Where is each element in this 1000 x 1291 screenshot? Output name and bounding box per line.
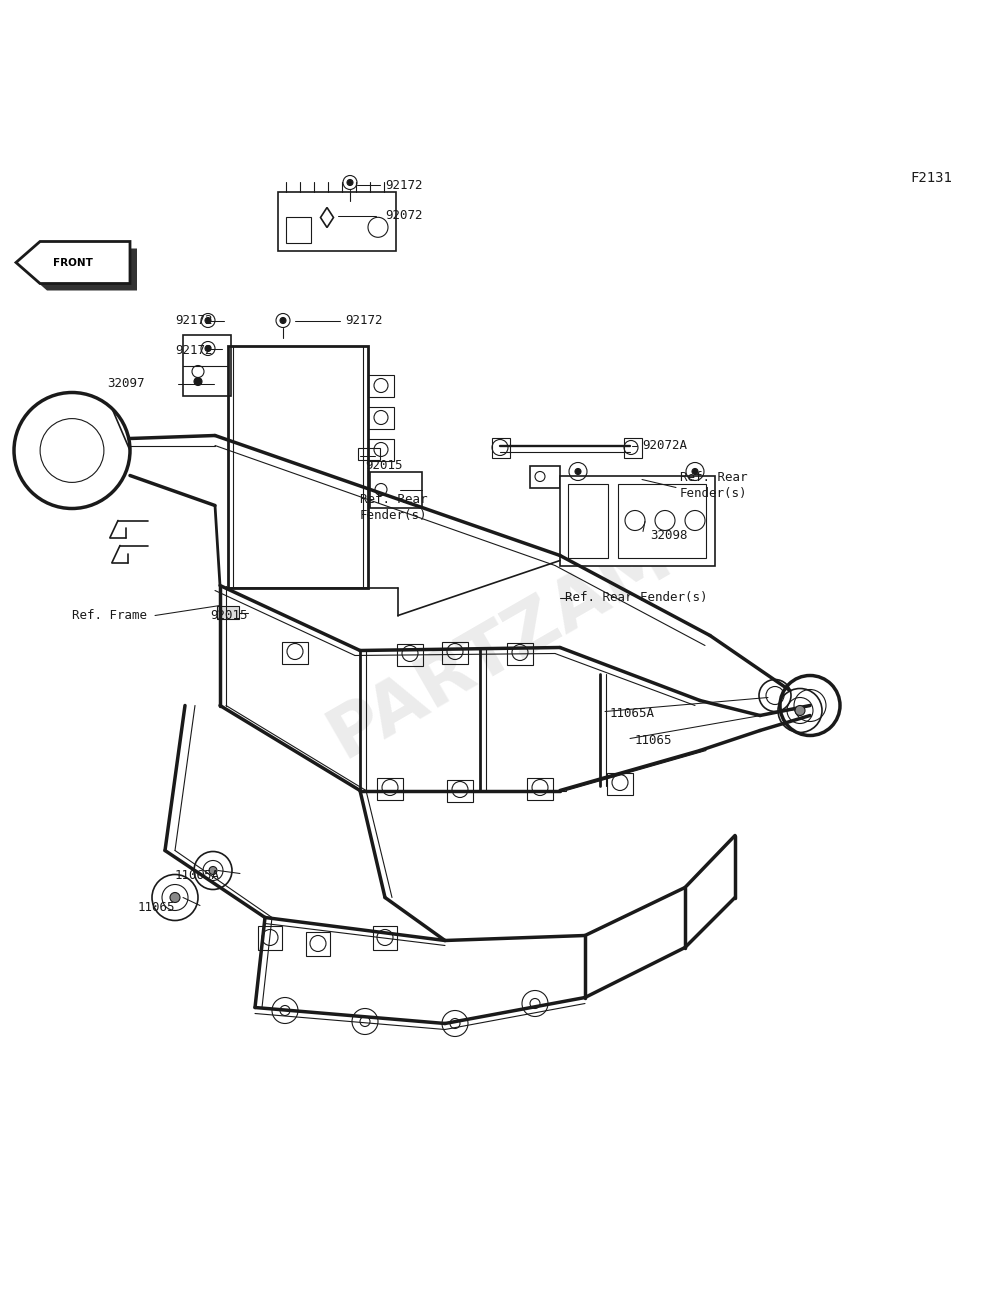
Text: 92072A: 92072A (642, 439, 687, 452)
Bar (568, 484, 608, 558)
Text: 32097: 32097 (107, 377, 144, 390)
Bar (527, 777, 553, 799)
Bar (368, 374, 394, 396)
Bar (607, 772, 633, 794)
Text: Ref. Frame: Ref. Frame (72, 609, 147, 622)
Bar (368, 407, 394, 429)
Polygon shape (23, 248, 137, 290)
Text: F2131: F2131 (910, 170, 952, 185)
Text: 32098: 32098 (650, 529, 688, 542)
Text: 92172: 92172 (175, 343, 212, 358)
Circle shape (170, 892, 180, 902)
Circle shape (795, 705, 805, 715)
Text: 11065A: 11065A (610, 707, 655, 720)
Bar (373, 926, 397, 949)
Text: 92072: 92072 (385, 209, 422, 222)
Bar (560, 475, 715, 565)
Bar (507, 643, 533, 665)
Bar (370, 471, 422, 507)
Text: 92015: 92015 (210, 609, 248, 622)
Text: Ref. Rear Fender(s): Ref. Rear Fender(s) (565, 591, 708, 604)
Circle shape (347, 179, 353, 186)
Bar (282, 642, 308, 664)
Circle shape (280, 318, 286, 324)
Text: FRONT: FRONT (53, 257, 93, 267)
Text: 11065A: 11065A (175, 869, 220, 882)
Circle shape (205, 346, 211, 351)
Text: 92172: 92172 (175, 314, 212, 327)
Polygon shape (16, 241, 130, 284)
Bar (278, 192, 396, 250)
Bar (217, 605, 239, 618)
Text: 92015: 92015 (365, 460, 402, 473)
Text: 11065: 11065 (635, 735, 672, 747)
Bar (397, 643, 423, 665)
Bar (442, 642, 468, 664)
Circle shape (205, 318, 211, 324)
Circle shape (209, 866, 217, 874)
Bar (377, 777, 403, 799)
Bar (306, 932, 330, 955)
Bar (228, 346, 368, 587)
Circle shape (575, 469, 581, 475)
Bar (618, 484, 706, 558)
Bar (624, 438, 642, 457)
Text: PARTZAM: PARTZAM (316, 519, 684, 772)
Bar (447, 780, 473, 802)
Bar (258, 926, 282, 949)
Text: 92172: 92172 (345, 314, 382, 327)
Circle shape (692, 469, 698, 475)
Circle shape (194, 377, 202, 386)
Bar (368, 439, 394, 461)
Bar (183, 336, 231, 395)
Text: 11065: 11065 (138, 901, 176, 914)
Text: Ref. Rear
Fender(s): Ref. Rear Fender(s) (360, 493, 428, 522)
Text: 92172: 92172 (385, 179, 422, 192)
Bar (286, 217, 311, 243)
Polygon shape (320, 208, 334, 227)
Bar (358, 448, 380, 460)
Text: Ref. Rear
Fender(s): Ref. Rear Fender(s) (680, 471, 748, 500)
Bar (492, 438, 510, 457)
Bar (530, 466, 560, 488)
